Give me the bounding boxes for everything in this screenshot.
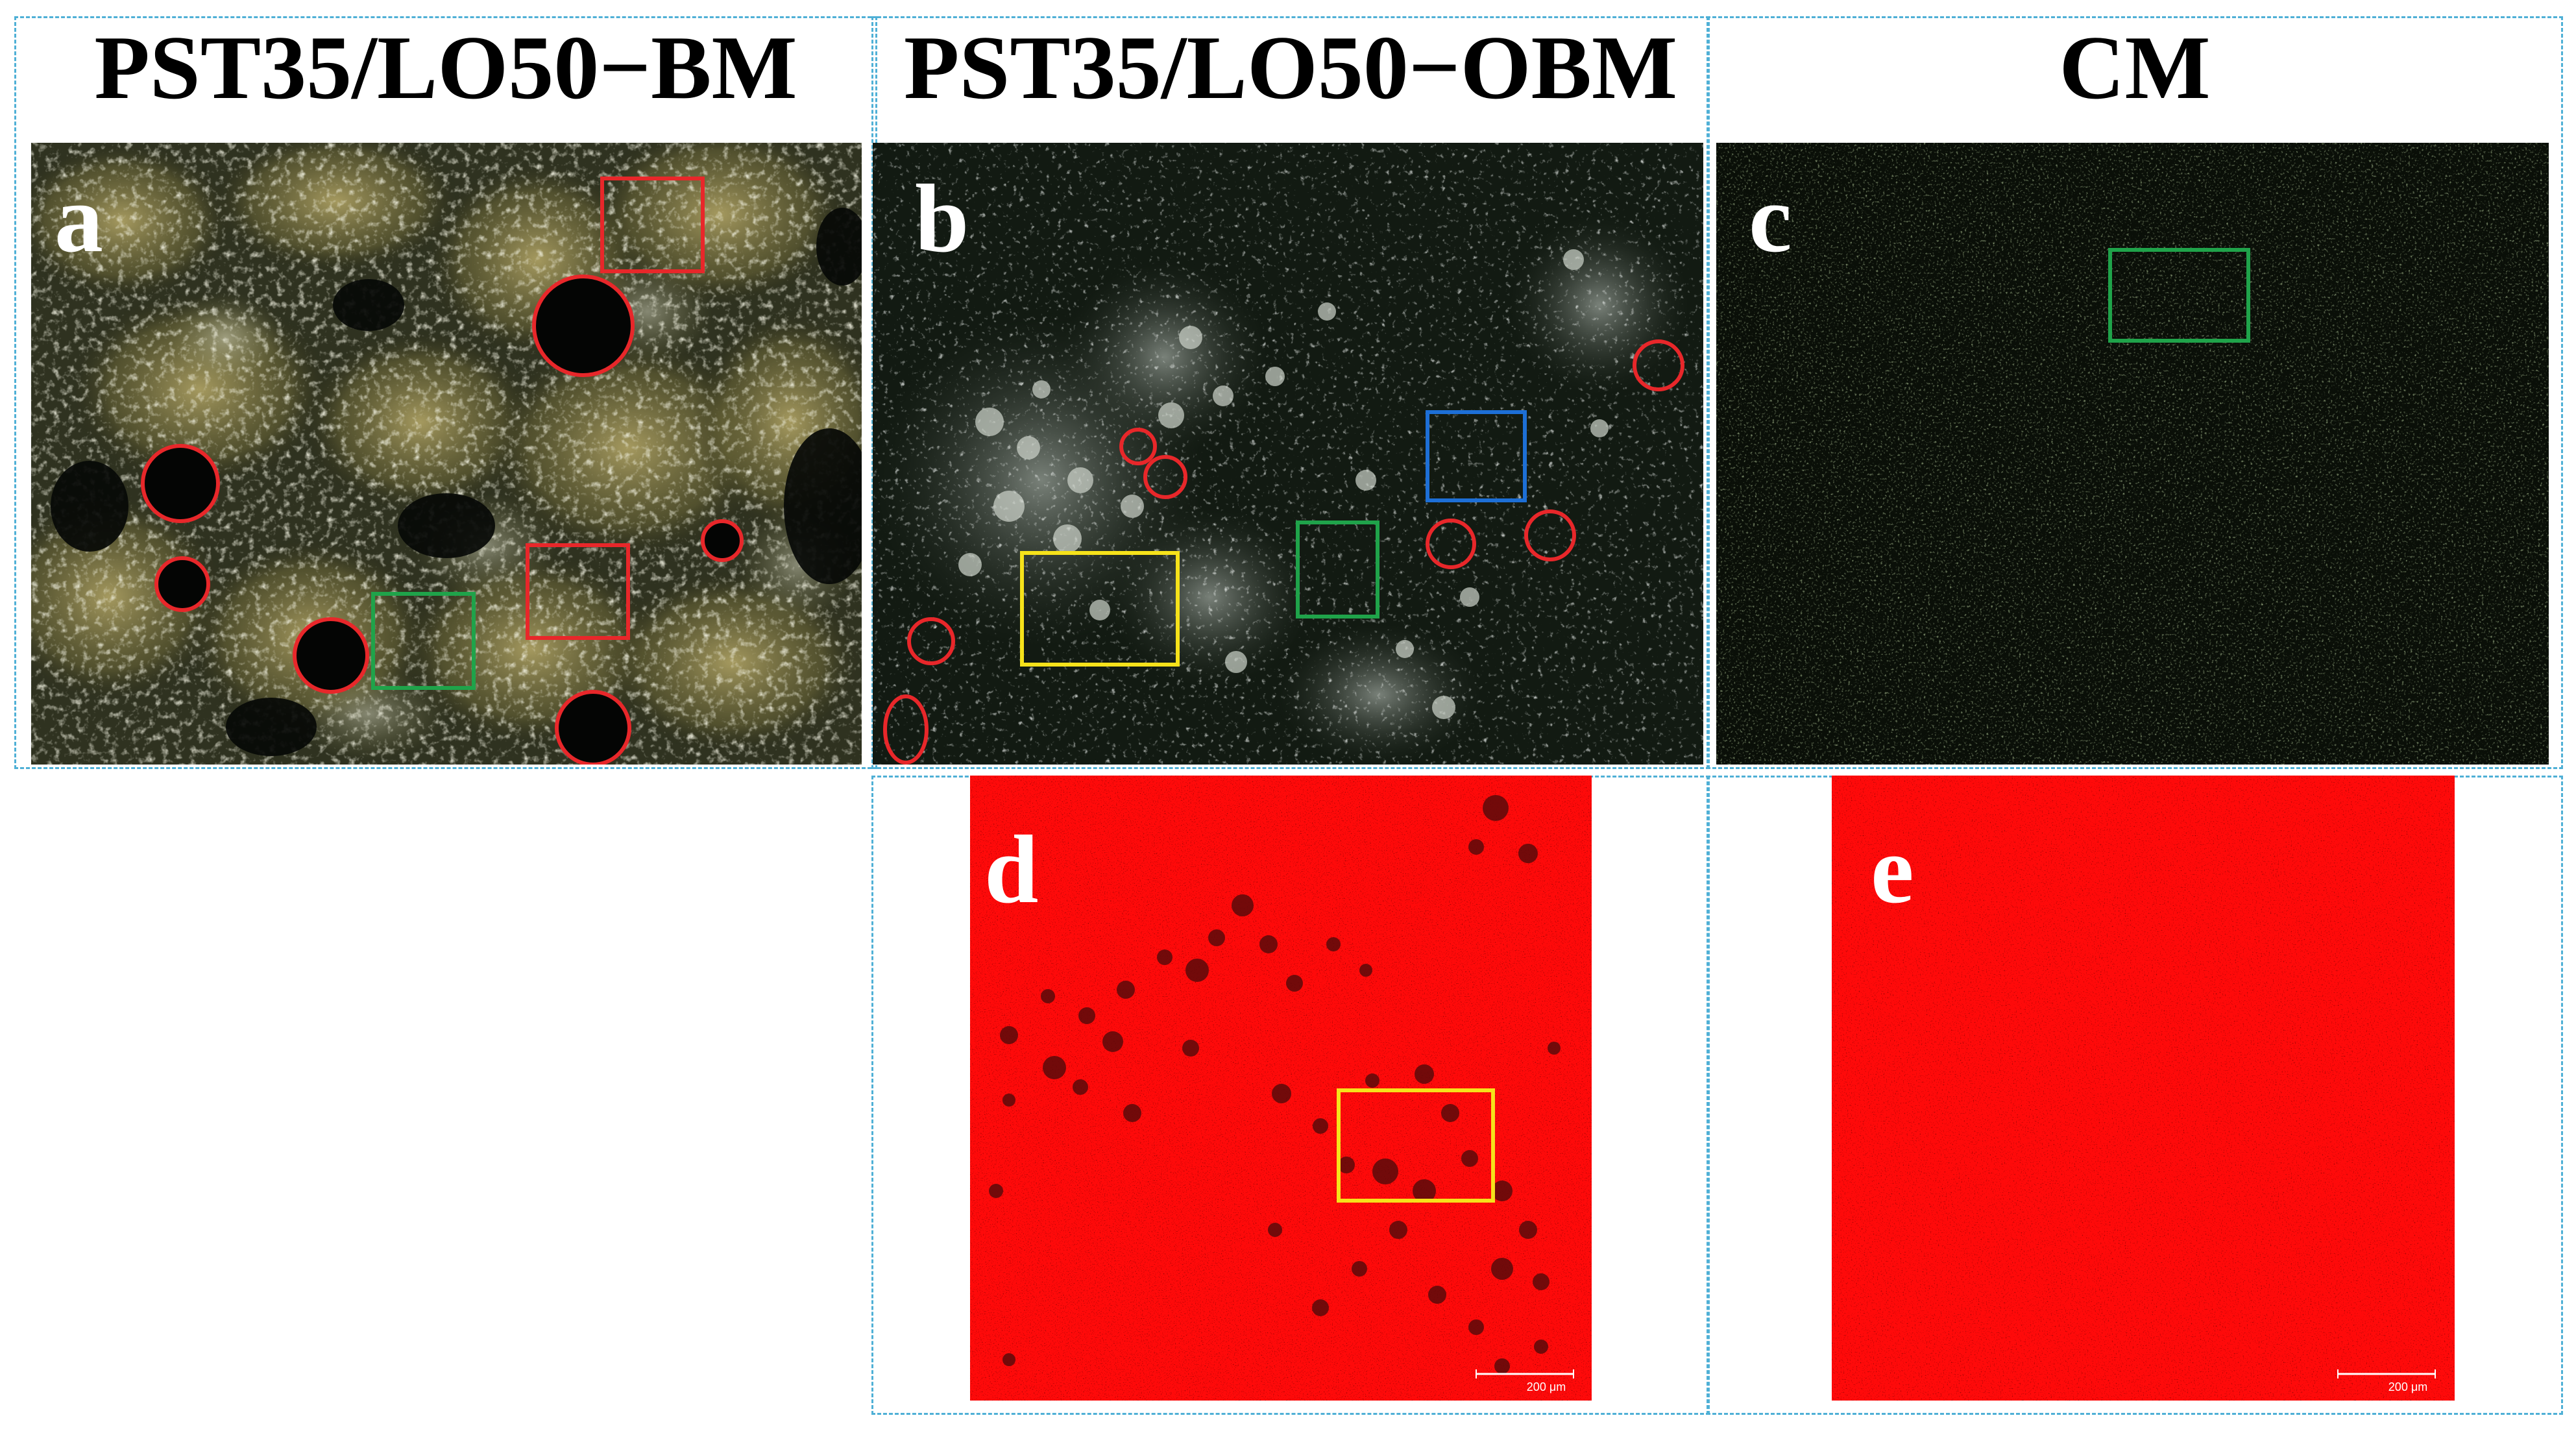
panel-label-b: b xyxy=(915,165,969,273)
micrograph-panel-b: b xyxy=(873,143,1703,765)
panel-label-a: a xyxy=(55,165,103,273)
micrograph-image-e: 200 μm xyxy=(1832,776,2455,1401)
scale-bar-label-e: 200 μm xyxy=(2388,1380,2427,1393)
micrograph-panel-d: 200 μm d xyxy=(970,776,1592,1401)
column-title-obm: PST35/LO50−OBM xyxy=(903,18,1678,118)
micrograph-image-a xyxy=(31,143,862,765)
column-title-bm: PST35/LO50−BM xyxy=(94,18,797,118)
scale-bar-label-d: 200 μm xyxy=(1527,1380,1566,1393)
panel-label-e: e xyxy=(1871,816,1914,924)
panel-label-d: d xyxy=(984,816,1039,924)
frame-cm-top xyxy=(1707,16,2563,769)
micrograph-image-c xyxy=(1716,143,2549,765)
micrograph-panel-a: a xyxy=(31,143,862,765)
column-title-cm: CM xyxy=(2059,18,2211,118)
frame-obm-top xyxy=(871,16,1710,769)
panel-label-c: c xyxy=(1749,165,1792,273)
micrograph-image-b xyxy=(873,143,1703,765)
micrograph-image-d: 200 μm xyxy=(970,776,1592,1401)
micrograph-panel-c: c xyxy=(1716,143,2549,765)
micrograph-panel-e: 200 μm e xyxy=(1832,776,2455,1401)
